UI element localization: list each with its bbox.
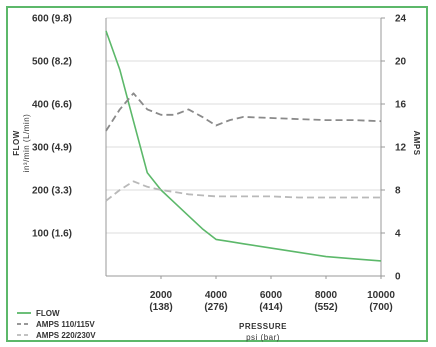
y-right-axis-title: AMPS	[412, 130, 421, 155]
x-tick-labels: 2000(138) 4000(276) 6000(414) 8000(552) 1000…	[149, 276, 395, 313]
series-line-amps-110-115v	[105, 92, 382, 132]
y-left-tick-label: 400 (6.6)	[32, 100, 72, 111]
x-tick-sublabel: (414)	[259, 302, 282, 313]
y-right-tick-label: 24	[395, 14, 407, 25]
y-left-tick-label: 500 (8.2)	[32, 57, 72, 68]
chart-frame	[6, 6, 428, 342]
y-left-axis-title: FLOW	[12, 130, 21, 156]
y-left-tick-label: 600 (9.8)	[32, 14, 72, 25]
y-left-tick-label: 300 (4.9)	[32, 143, 72, 154]
x-tick-sublabel: (138)	[149, 302, 172, 313]
y-left-tick-label: 100 (1.6)	[32, 229, 72, 240]
left-tick-labels: 100 (1.6) 200 (3.3) 300 (4.9) 400 (6.6) 500 …	[32, 14, 72, 240]
series-layer	[105, 30, 382, 262]
x-tick-sublabel: (700)	[369, 302, 392, 313]
gridlines	[106, 17, 381, 234]
x-tick-sublabel: (276)	[204, 302, 227, 313]
x-tick-label: 2000	[150, 290, 173, 301]
x-axis-units: psi (bar)	[246, 333, 280, 342]
x-tick-label: 4000	[205, 290, 228, 301]
x-axis-title: PRESSURE	[239, 322, 287, 331]
y-right-tick-label: 20	[395, 57, 407, 68]
y-left-axis-units: in³/min (L/min)	[22, 114, 31, 173]
series-line-flow	[105, 30, 382, 262]
legend: FLOW AMPS 110/115V AMPS 220/230V	[17, 309, 96, 340]
x-tick-label: 10000	[367, 290, 395, 301]
x-tick-label: 6000	[260, 290, 283, 301]
y-right-tick-label: 12	[395, 143, 407, 154]
x-tick-label: 8000	[315, 290, 338, 301]
y-right-tick-label: 8	[395, 186, 401, 197]
legend-label: AMPS 110/115V	[36, 320, 95, 329]
legend-label: AMPS 220/230V	[36, 331, 96, 340]
legend-label: FLOW	[36, 309, 60, 318]
y-right-tick-label: 4	[395, 229, 401, 240]
series-line-amps-220-230v	[105, 180, 381, 202]
y-right-tick-label: 16	[395, 100, 407, 111]
right-tick-labels: 0 4 8 12 16 20 24	[381, 14, 407, 283]
y-right-tick-label: 0	[395, 272, 401, 283]
x-tick-sublabel: (552)	[314, 302, 337, 313]
y-left-tick-label: 200 (3.3)	[32, 186, 72, 197]
